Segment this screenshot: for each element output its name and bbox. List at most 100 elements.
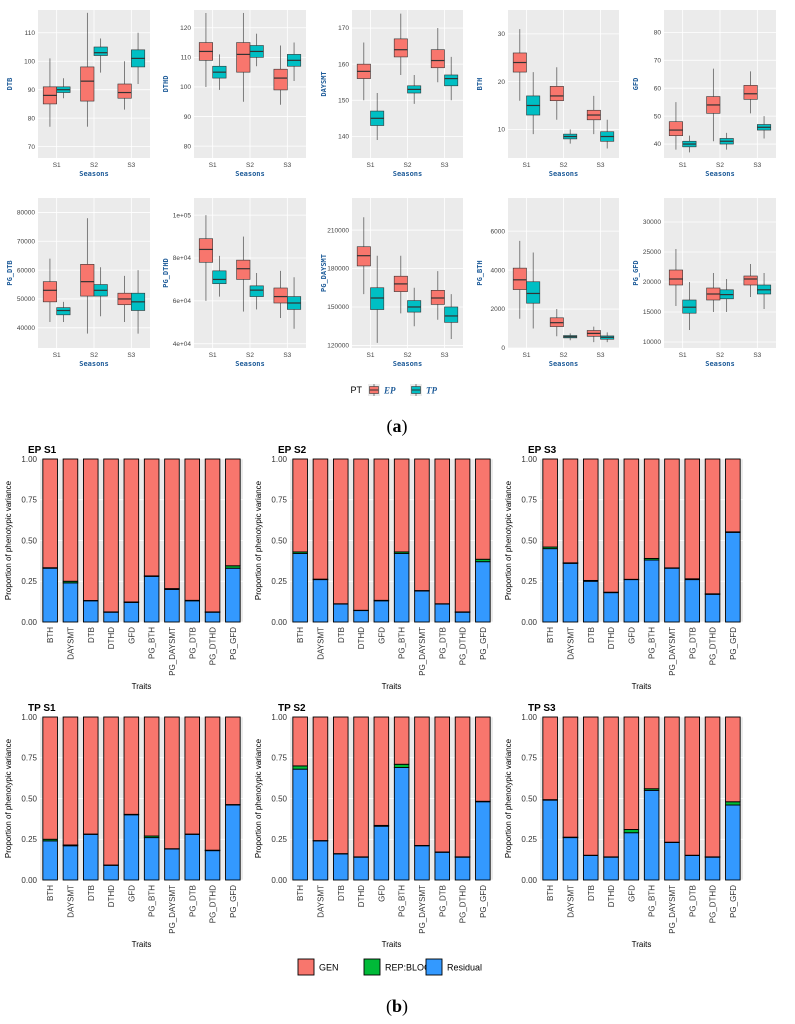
x-tick-label: S1 [209, 352, 217, 359]
bar-segment-residual [292, 768, 308, 881]
bar-segment-residual [414, 590, 430, 623]
bar-PG_GFD [725, 716, 741, 881]
bar-segment-gen [475, 716, 491, 802]
y-tick-label: 1.00 [521, 713, 537, 722]
box-TP-S2 [93, 38, 108, 73]
x-tick-label: PG_BTH [648, 627, 657, 659]
x-tick-label: S1 [679, 352, 687, 359]
y-tick-label: 100 [24, 58, 35, 65]
bar-BTH [542, 458, 558, 623]
bar-segment-residual [623, 579, 640, 623]
x-tick-label: S2 [560, 162, 568, 169]
bar-segment-gen [582, 458, 599, 581]
bar-segment-gen [103, 458, 119, 613]
stacked-bar-panel: EP S3 0.00 0.25 0.50 0.75 1.00 BTH DAYSMT DTB DTH… [504, 445, 743, 691]
bar-segment-rep-block [292, 765, 308, 770]
bar-segment-gen [562, 716, 579, 838]
x-tick-label: PG_BTH [148, 627, 157, 659]
box-TP-S3 [287, 277, 302, 329]
box [743, 85, 758, 100]
y-tick-label: 30000 [643, 219, 661, 226]
bar-segment-gen [414, 458, 430, 591]
legend-item-gen: GEN [297, 958, 339, 976]
y-tick-label: 40000 [17, 325, 35, 332]
bar-segment-residual [704, 856, 721, 881]
box [42, 281, 57, 303]
bar-segment-gen [454, 716, 471, 858]
x-tick-label: BTH [46, 885, 55, 901]
x-tick-label: S1 [523, 162, 531, 169]
bar-segment-gen [623, 458, 640, 580]
x-tick-label: PG_BTH [148, 885, 157, 917]
bar-PG_DTB [434, 458, 451, 623]
box [430, 290, 445, 305]
y-tick-label: 110 [25, 30, 36, 37]
bar-PG_DTB [434, 716, 451, 881]
bar-GFD [373, 716, 390, 881]
bar-PG_DAYSMT [664, 716, 680, 881]
bar-DAYSMT [562, 458, 579, 623]
x-tick-label: PG_DTB [188, 627, 197, 659]
box [356, 246, 371, 267]
y-tick-label: 90 [184, 114, 192, 121]
box [93, 46, 108, 56]
bar-segment-gen [164, 458, 180, 590]
bar-segment-gen [475, 458, 491, 560]
box-TP-S3 [131, 32, 146, 84]
bar-segment-gen [225, 716, 241, 805]
y-tick-label: 0.50 [271, 794, 287, 803]
box [526, 281, 541, 304]
bar-segment-residual [164, 588, 180, 623]
x-tick-label: BTH [296, 627, 305, 643]
bar-segment-rep-block [725, 801, 741, 806]
bar-PG_DTB [184, 716, 201, 881]
bar-segment-residual [725, 804, 741, 881]
box-TP-S2 [563, 129, 578, 144]
x-tick-label: BTH [46, 627, 55, 643]
bar-segment-residual [393, 553, 410, 623]
box-EP-S1 [198, 215, 213, 301]
x-axis-title: Traits [632, 682, 652, 691]
x-tick-label: S1 [679, 162, 687, 169]
bar-segment-residual [204, 611, 221, 623]
x-tick-label: S1 [523, 352, 531, 359]
x-tick-label: S1 [367, 162, 375, 169]
box [117, 83, 132, 99]
box-EP-S1 [512, 29, 527, 101]
bar-segment-residual [353, 610, 369, 623]
x-axis-title: Seasons [79, 170, 109, 178]
bar-segment-gen [353, 458, 369, 611]
box-EP-S3 [117, 275, 132, 323]
bar-segment-residual [684, 855, 701, 881]
x-tick-label: S2 [404, 352, 412, 359]
y-tick-label: 80 [184, 143, 192, 150]
y-tick-label: 6000 [491, 228, 506, 235]
bar-segment-residual [542, 799, 558, 881]
boxplot-panel: 0 2000 4000 6000 S1 S2 S3 Seasons PG_BTH [476, 198, 619, 368]
bar-segment-gen [312, 716, 329, 842]
bar-DTHD [103, 716, 119, 881]
x-tick-label: PG_DTB [438, 627, 447, 659]
bar-segment-gen [582, 716, 599, 856]
x-tick-label: PG_GFD [229, 627, 238, 660]
box-TP-S2 [249, 273, 264, 310]
bar-segment-gen [204, 716, 221, 851]
x-axis-title: Seasons [549, 360, 579, 368]
bar-PG_GFD [475, 458, 491, 623]
y-axis-title: Proportion of phenotypic variance [504, 480, 513, 600]
box [512, 267, 527, 290]
bar-segment-residual [353, 856, 369, 881]
x-tick-label: PG_DAYSMT [418, 885, 427, 934]
x-tick-label: S3 [283, 352, 291, 359]
y-tick-label: 1.00 [21, 713, 37, 722]
bar-segment-residual [225, 567, 241, 623]
panel-label-b: (b) [386, 996, 408, 1017]
y-tick-label: 0.75 [521, 754, 537, 763]
bar-segment-gen [42, 458, 58, 569]
bar-PG_DTB [684, 458, 701, 623]
bar-segment-gen [704, 458, 721, 595]
box-TP-S1 [56, 78, 71, 99]
bar-segment-gen [704, 716, 721, 858]
bar-PG_BTH [393, 716, 410, 881]
y-tick-label: 0.00 [271, 618, 287, 627]
